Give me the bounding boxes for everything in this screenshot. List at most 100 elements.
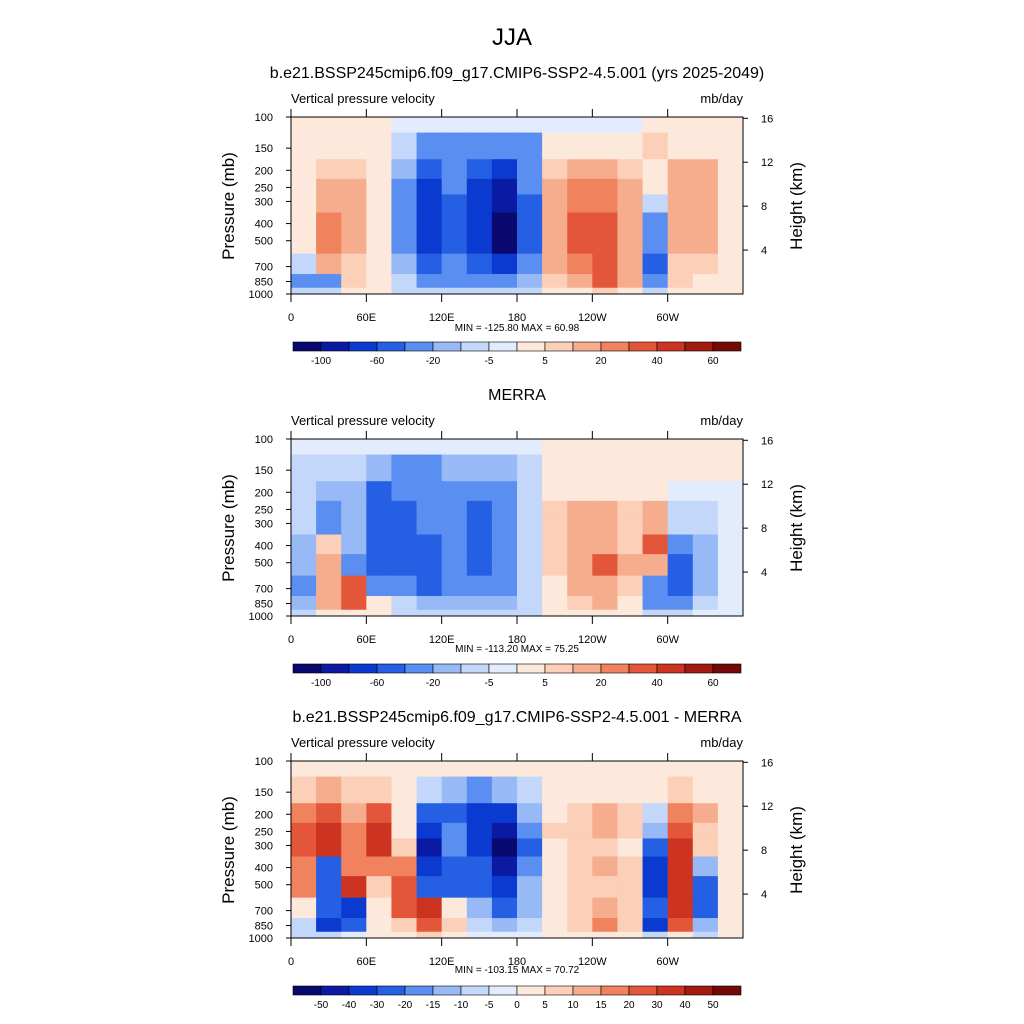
heatmap-cell (517, 596, 543, 611)
heatmap-cell (717, 838, 744, 857)
heatmap-cell (592, 232, 618, 255)
heatmap-cell (441, 918, 468, 933)
heatmap-cell (491, 253, 518, 275)
colorbar-box (460, 341, 490, 352)
heatmap-cell (667, 178, 694, 195)
heatmap-cell (366, 856, 392, 877)
colorbar-label: 20 (595, 678, 607, 689)
heatmap-cell (316, 212, 342, 233)
heatmap-cell (642, 117, 669, 133)
heatmap-cell (517, 132, 543, 160)
heatmap-cell (667, 159, 694, 180)
heatmap-cell (692, 287, 719, 295)
heatmap-cell (517, 232, 543, 255)
heatmap-cell (391, 897, 417, 919)
heatmap-cell (517, 516, 543, 535)
heatmap-cell (416, 897, 443, 919)
heatmap-cell (692, 194, 719, 213)
heatmap-cell (441, 274, 468, 289)
heatmap-cell (567, 481, 593, 502)
heatmap-cell (391, 554, 417, 577)
heatmap-cell (316, 554, 342, 577)
colorbar-box (656, 341, 686, 352)
heatmap-cell (542, 253, 568, 275)
heatmap-cell (291, 609, 317, 617)
heatmap-cell (416, 178, 443, 195)
x-tick-label: 180 (508, 634, 526, 646)
heatmap-cell (441, 876, 468, 899)
heatmap-cell (667, 918, 694, 933)
heatmap-cell (592, 500, 618, 517)
heatmap-cell (717, 194, 744, 213)
heatmap-cell (517, 159, 543, 180)
y-tick-label: 700 (255, 584, 273, 596)
colorbar-box (460, 663, 490, 674)
heatmap-cell (592, 274, 618, 289)
y-axis-right-title: Height (km) (787, 162, 806, 250)
heatmap-cell (391, 534, 417, 555)
heatmap-cell (567, 159, 593, 180)
heatmap-cell (667, 117, 694, 133)
heatmap-cell (391, 931, 417, 939)
heatmap-cell (667, 232, 694, 255)
colorbar-box (376, 985, 406, 996)
heatmap-cell (366, 516, 392, 535)
colorbar-label: 10 (567, 1000, 579, 1011)
heatmap-cell (542, 132, 568, 160)
heatmap-cell (366, 232, 392, 255)
heatmap-cell (341, 178, 367, 195)
colorbar-box (712, 341, 742, 352)
heatmap-cell (567, 516, 593, 535)
y-axis-right-title: Height (km) (787, 806, 806, 894)
heatmap-cell (592, 132, 618, 160)
heatmap-cell (491, 516, 518, 535)
heatmap-cell (341, 856, 367, 877)
heatmap-cell (542, 856, 568, 877)
heatmap-cell (491, 876, 518, 899)
heatmap-cell (341, 159, 367, 180)
colorbar-label: 40 (651, 356, 663, 367)
heatmap-cell (717, 516, 744, 535)
heatmap-cell (592, 178, 618, 195)
heatmap-cell (391, 194, 417, 213)
y-tick-label: 300 (255, 840, 273, 852)
heatmap-cell (692, 838, 719, 857)
heatmap-cell (617, 761, 643, 777)
heatmap-cell (517, 803, 543, 824)
heatmap-cell (341, 609, 367, 617)
heatmap-cell (491, 803, 518, 824)
heatmap-cell (441, 575, 468, 597)
heatmap-cell (366, 876, 392, 899)
heatmap-cell (341, 194, 367, 213)
x-tick-label: 120E (429, 312, 455, 324)
heatmap-cell (441, 439, 468, 455)
heatmap-cell (316, 918, 342, 933)
heatmap-cell (341, 897, 367, 919)
x-tick-label: 60W (656, 312, 679, 324)
y-tick-label: 250 (255, 826, 273, 838)
colorbar-label: -20 (426, 678, 441, 689)
heatmap-cell (592, 287, 618, 295)
heatmap-cell (592, 931, 618, 939)
heatmap-cell (316, 609, 342, 617)
heatmap-cell (316, 596, 342, 611)
colorbar-box (684, 341, 714, 352)
heatmap-cell (667, 212, 694, 233)
y-tick-label: 300 (255, 196, 273, 208)
heatmap-cell (491, 212, 518, 233)
heatmap-cell (291, 481, 317, 502)
colorbar-label: -10 (454, 1000, 469, 1011)
heatmap-cell (592, 481, 618, 502)
heatmap-cell (517, 454, 543, 482)
heatmap-cell (416, 554, 443, 577)
heatmap-cell (441, 481, 468, 502)
heatmap-cell (441, 897, 468, 919)
colorbar-box (488, 985, 518, 996)
heatmap-cell (366, 481, 392, 502)
y-tick-label: 700 (255, 906, 273, 918)
heatmap-cell (567, 287, 593, 295)
heatmap-cell (517, 876, 543, 899)
heatmap-cell (517, 212, 543, 233)
heatmap-cell (441, 856, 468, 877)
heatmap-cell (466, 212, 493, 233)
